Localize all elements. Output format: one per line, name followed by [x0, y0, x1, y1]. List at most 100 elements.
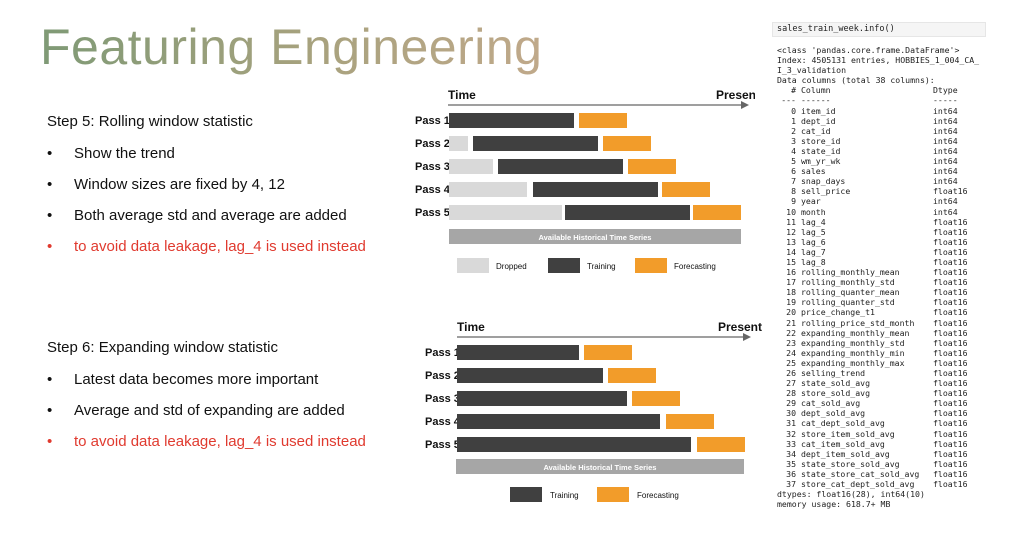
column-name: state_store_cat_sold_avg [801, 468, 920, 479]
training-bar [565, 205, 690, 220]
column-name: state_id [801, 145, 841, 156]
column-name: lag_4 [801, 216, 826, 227]
history-bar [456, 459, 744, 474]
column-row: 37 store_cat_dept_sold_avg float16 [777, 479, 979, 489]
step6-bullet-item: Average and std of expanding are added [47, 401, 366, 432]
column-name: dept_sold_avg [801, 408, 866, 419]
column-num: 19 [786, 297, 796, 308]
column-separator-row: --- ------ ----- [777, 95, 979, 105]
forecasting-bar [603, 136, 651, 151]
column-num: 5 [791, 156, 796, 167]
history-label: Available Historical Time Series [544, 463, 657, 472]
column-name: expanding_monthly_mean [801, 327, 910, 338]
column-dtype: float16 [933, 267, 968, 278]
column-row: 32 store_item_sold_avg float16 [777, 429, 979, 439]
step6-bullet-list: Latest data becomes more importantAverag… [47, 370, 366, 463]
column-name: dept_id [801, 115, 836, 126]
column-num: 25 [786, 357, 796, 368]
column-name: sales [801, 166, 826, 177]
column-dtype: int64 [933, 125, 958, 136]
column-row: 2 cat_id int64 [777, 126, 979, 136]
column-num: 10 [786, 206, 796, 217]
column-dtype: float16 [933, 256, 968, 267]
column-dtype: int64 [933, 196, 958, 207]
column-num: 30 [786, 408, 796, 419]
pass-label: Pass 1 [425, 347, 460, 359]
training-bar [457, 391, 627, 406]
column-name: cat_sold_avg [801, 398, 861, 409]
column-num: 31 [786, 418, 796, 429]
column-num: 33 [786, 438, 796, 449]
column-name: expanding_monthly_min [801, 347, 905, 358]
column-dtype: float16 [933, 287, 968, 298]
pass-label: Pass 2 [425, 370, 460, 382]
column-dtype: int64 [933, 145, 958, 156]
forecasting-bar [628, 159, 676, 174]
forecasting-bar [608, 368, 656, 383]
info-line: Data columns (total 38 columns): [777, 75, 935, 86]
step5-bullet-item: Both average std and average are added [47, 206, 366, 237]
column-num: 12 [786, 226, 796, 237]
column-row: 14 lag_7 float16 [777, 247, 979, 257]
column-dtype: float16 [933, 216, 968, 227]
step5-bullet-list: Show the trendWindow sizes are fixed by … [47, 144, 366, 268]
column-dtype: float16 [933, 458, 968, 469]
column-dtype: float16 [933, 327, 968, 338]
column-name: expanding_monthly_std [801, 337, 905, 348]
pass-label: Pass 5 [415, 207, 450, 219]
column-dtype: int64 [933, 176, 958, 187]
column-dtype: float16 [933, 448, 968, 459]
column-num: 4 [791, 145, 796, 156]
step6-bullet-item: to avoid data leakage, lag_4 is used ins… [47, 432, 366, 463]
column-dtype: float16 [933, 408, 968, 419]
column-num: 2 [791, 125, 796, 136]
column-dtype: int64 [933, 135, 958, 146]
column-dtype: float16 [933, 428, 968, 439]
info-footer-line: memory usage: 618.7+ MB [777, 499, 891, 510]
forecasting-bar [666, 414, 714, 429]
column-row: 25 expanding_monthly_max float16 [777, 358, 979, 368]
column-row: 8 sell_price float16 [777, 186, 979, 196]
column-dtype: float16 [933, 307, 968, 318]
column-row: 34 dept_item_sold_avg float16 [777, 449, 979, 459]
column-row: 30 dept_sold_avg float16 [777, 408, 979, 418]
column-num: 36 [786, 468, 796, 479]
legend-training-label: Training [587, 262, 616, 271]
step5-bullet-item: to avoid data leakage, lag_4 is used ins… [47, 237, 366, 268]
code-cell-command[interactable]: sales_train_week.info() [772, 22, 986, 37]
training-bar [533, 182, 658, 197]
column-row: 5 wm_yr_wk int64 [777, 156, 979, 166]
training-bar [457, 345, 579, 360]
time-arrow-icon [743, 333, 751, 341]
column-name: state_store_sold_avg [801, 458, 900, 469]
column-num: 26 [786, 368, 796, 378]
column-num: 6 [791, 166, 796, 177]
column-row: 1 dept_id int64 [777, 116, 979, 126]
column-name: selling_trend [801, 368, 866, 378]
column-name: sell_price [801, 186, 851, 197]
column-dtype: float16 [933, 468, 968, 479]
column-dtype: float16 [933, 438, 968, 449]
column-num: 9 [791, 196, 796, 207]
column-row: 12 lag_5 float16 [777, 227, 979, 237]
column-num: 22 [786, 327, 796, 338]
info-line: <class 'pandas.core.frame.DataFrame'> [777, 45, 960, 55]
column-num: 20 [786, 307, 796, 318]
forecasting-bar [697, 437, 745, 452]
column-row: 0 item_id int64 [777, 106, 979, 116]
column-dtype: float16 [933, 347, 968, 358]
column-dtype: float16 [933, 317, 968, 328]
column-name: state_sold_avg [801, 378, 871, 389]
training-bar [449, 113, 574, 128]
column-row: 7 snap_days int64 [777, 176, 979, 186]
history-label: Available Historical Time Series [539, 233, 652, 242]
column-dtype: float16 [933, 357, 968, 368]
column-name: rolling_quanter_std [801, 297, 895, 308]
step6-bullet-item: Latest data becomes more important [47, 370, 366, 401]
column-num: 15 [786, 256, 796, 267]
column-num: 37 [786, 479, 796, 490]
column-row: 28 store_sold_avg float16 [777, 388, 979, 398]
column-row: 11 lag_4 float16 [777, 217, 979, 227]
column-row: 26 selling_trend float16 [777, 368, 979, 378]
